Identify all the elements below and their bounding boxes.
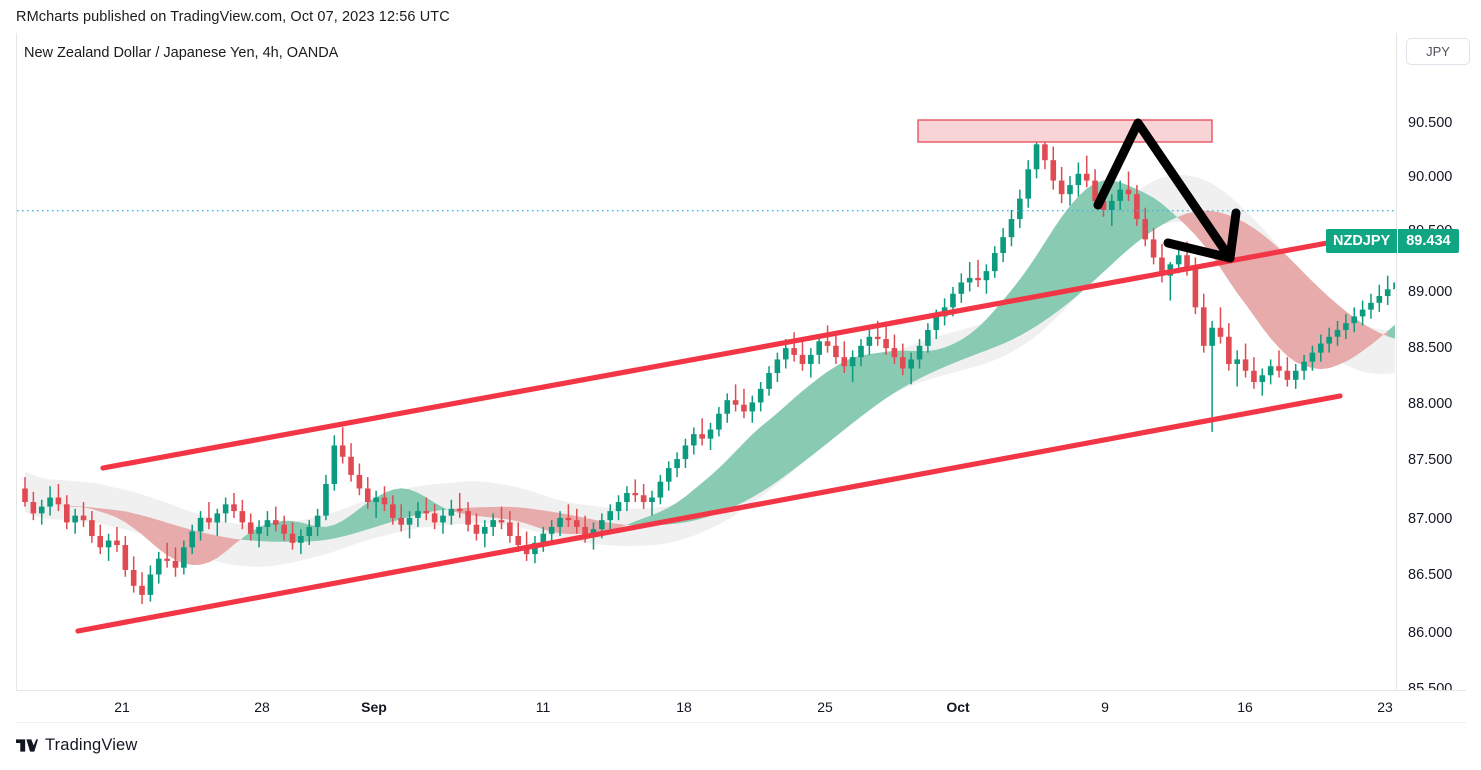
tradingview-footer: TradingView	[16, 736, 137, 755]
time-tick: 28	[254, 699, 270, 715]
chart-frame	[16, 33, 1466, 723]
chart-canvas	[17, 118, 1395, 634]
price-tick: 88.500	[1408, 340, 1453, 356]
price-tick: 86.500	[1408, 567, 1453, 583]
price-tick: 86.000	[1408, 625, 1453, 641]
time-tick: 18	[676, 699, 692, 715]
time-tick: Oct	[946, 699, 970, 715]
price-axis[interactable]: JPY 90.50090.00089.50089.00088.50088.000…	[1326, 33, 1481, 723]
chart-plot-area[interactable]	[17, 33, 1395, 690]
resistance-zone[interactable]	[917, 119, 1213, 143]
publisher-header: RMcharts published on TradingView.com, O…	[0, 0, 1481, 33]
price-badge-symbol: NZDJPY	[1326, 229, 1398, 253]
trendline-channel[interactable]	[75, 234, 1363, 634]
price-tick: 89.000	[1408, 284, 1453, 300]
ma-ribbon	[25, 180, 1395, 565]
price-tick: 90.500	[1408, 115, 1453, 131]
price-tick: 87.500	[1408, 452, 1453, 468]
price-badge-value: 89.434	[1398, 229, 1459, 253]
projection-arrow[interactable]	[1093, 118, 1241, 263]
price-tick: 88.000	[1408, 396, 1453, 412]
time-tick: 25	[817, 699, 833, 715]
time-tick: 21	[114, 699, 130, 715]
tradingview-logo-icon	[16, 739, 38, 752]
currency-badge[interactable]: JPY	[1406, 38, 1470, 65]
time-tick: 9	[1101, 699, 1109, 715]
publisher-text: RMcharts published on TradingView.com, O…	[16, 8, 450, 25]
time-tick: 16	[1237, 699, 1253, 715]
tradingview-wordmark: TradingView	[45, 736, 138, 754]
time-tick: 23	[1377, 699, 1393, 715]
time-tick: Sep	[361, 699, 387, 715]
time-tick: 11	[535, 699, 551, 715]
price-tick: 87.000	[1408, 511, 1453, 527]
time-axis[interactable]: 21 28 Sep 11 18 25 Oct 9 16 23	[16, 690, 1466, 723]
price-badge-divider	[1397, 229, 1399, 253]
current-price-badge[interactable]: NZDJPY 89.434	[1326, 229, 1459, 253]
price-tick: 90.000	[1408, 169, 1453, 185]
symbol-legend[interactable]: New Zealand Dollar / Japanese Yen, 4h, O…	[24, 45, 339, 61]
